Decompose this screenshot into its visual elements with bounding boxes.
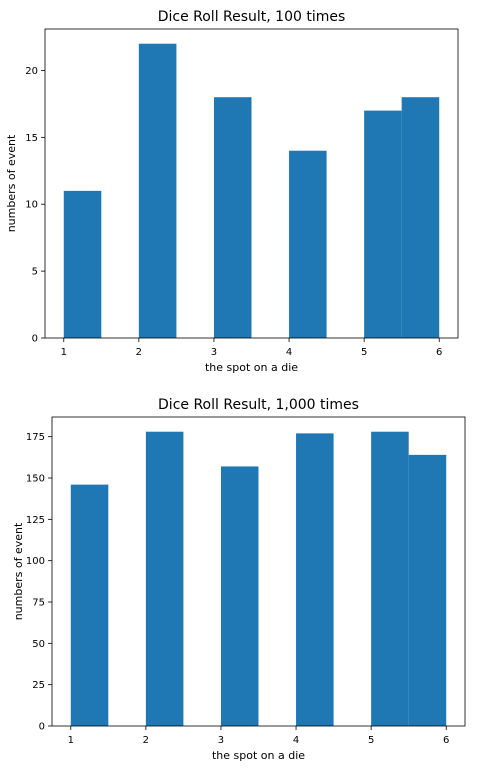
x-tick-label: 4: [286, 347, 292, 358]
histogram-bar-2: [138, 43, 177, 339]
histogram-bar-1: [63, 190, 102, 338]
plot-frame: [51, 416, 466, 727]
x-tick-label: 6: [436, 347, 442, 358]
x-tick-label: 1: [68, 735, 74, 746]
x-tick-label: 6: [443, 735, 449, 746]
y-tick-label: 75: [32, 598, 45, 609]
histogram-bar-5: [364, 110, 402, 338]
x-tick-label: 3: [218, 735, 224, 746]
x-tick-label: 3: [211, 347, 217, 358]
x-tick-label: 2: [136, 347, 142, 358]
chart-title: Dice Roll Result, 100 times: [158, 9, 346, 25]
y-tick-label: 0: [32, 334, 38, 345]
chart-100-rolls: 1 2 3 4 5 6 0 5 10 15 20 Dice Roll Result, 100 time…: [5, 9, 459, 374]
y-axis-label: numbers of event: [5, 134, 18, 232]
histogram-bar-1: [70, 484, 109, 726]
chart-title: Dice Roll Result, 1,000 times: [158, 397, 359, 413]
histogram-bar-5: [371, 431, 409, 726]
y-tick-label: 10: [25, 200, 38, 211]
histogram-bar-4: [289, 150, 327, 338]
histogram-bar-3: [220, 466, 259, 726]
x-axis-label: the spot on a die: [212, 749, 305, 762]
y-tick-label: 0: [39, 722, 45, 733]
y-tick-label: 100: [26, 556, 45, 567]
x-tick-label: 4: [293, 735, 299, 746]
y-tick-label: 175: [26, 432, 45, 443]
y-tick-label: 25: [32, 680, 45, 691]
y-tick-label: 150: [26, 474, 45, 485]
y-tick-label: 15: [25, 133, 38, 144]
y-axis-label: numbers of event: [12, 522, 25, 620]
y-tick-label: 50: [32, 639, 45, 650]
histogram-bar-3: [213, 97, 252, 338]
histogram-bar-4: [296, 433, 334, 726]
x-tick-label: 2: [143, 735, 149, 746]
x-tick-label: 5: [361, 347, 367, 358]
x-axis-label: the spot on a die: [205, 361, 298, 374]
y-tick-label: 20: [25, 66, 38, 77]
histogram-bar-6: [401, 97, 440, 338]
chart-1000-rolls: 1 2 3 4 5 6 0 25 50 75 100 125 150 175 Dice Roll Resul…: [12, 397, 466, 762]
y-tick-label: 125: [26, 515, 45, 526]
histogram-bar-2: [145, 431, 184, 726]
x-tick-label: 5: [368, 735, 374, 746]
plot-frame: [44, 28, 459, 339]
histogram-bar-6: [408, 454, 447, 726]
y-tick-label: 5: [32, 267, 38, 278]
x-tick-label: 1: [61, 347, 67, 358]
